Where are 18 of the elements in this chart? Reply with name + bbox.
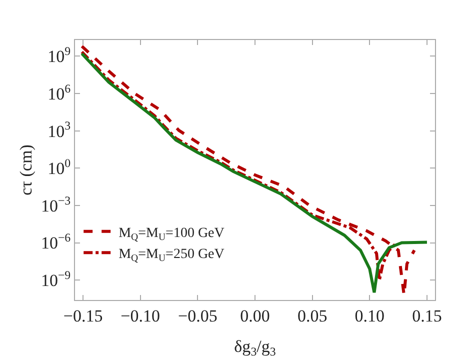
y-tick-label: 10$^{−9}$	[40, 268, 71, 290]
legend-label: M$_{Q}$=M$_{U}$=100 GeV	[118, 226, 224, 243]
x-tick-label: 0.10	[354, 306, 385, 326]
y-tick-label: 10$^{3}$	[48, 118, 71, 141]
x-tick-label: 0.05	[297, 306, 328, 326]
x-tick-label: −0.05	[178, 306, 218, 326]
x-tick-label: −0.15	[63, 306, 103, 326]
x-tick-label: 0.15	[412, 306, 442, 326]
y-tick-label: 10$^{0}$	[48, 156, 71, 178]
y-axis-title: cτ (cm)	[16, 144, 36, 196]
x-tick-label: 0.00	[240, 306, 270, 326]
y-tick-label: 10$^{6}$	[48, 81, 71, 104]
legend-label: M$_{Q}$=M$_{U}$=250 GeV	[118, 247, 224, 264]
y-tick-label: 10$^{−6}$	[40, 230, 71, 253]
x-tick-label: −0.10	[120, 306, 160, 326]
y-tick-label: 10$^{−3}$	[40, 193, 71, 216]
y-tick-label: 10$^{9}$	[48, 44, 71, 66]
x-axis-title: δg$_{3}$/g$_{3}$	[234, 336, 276, 358]
